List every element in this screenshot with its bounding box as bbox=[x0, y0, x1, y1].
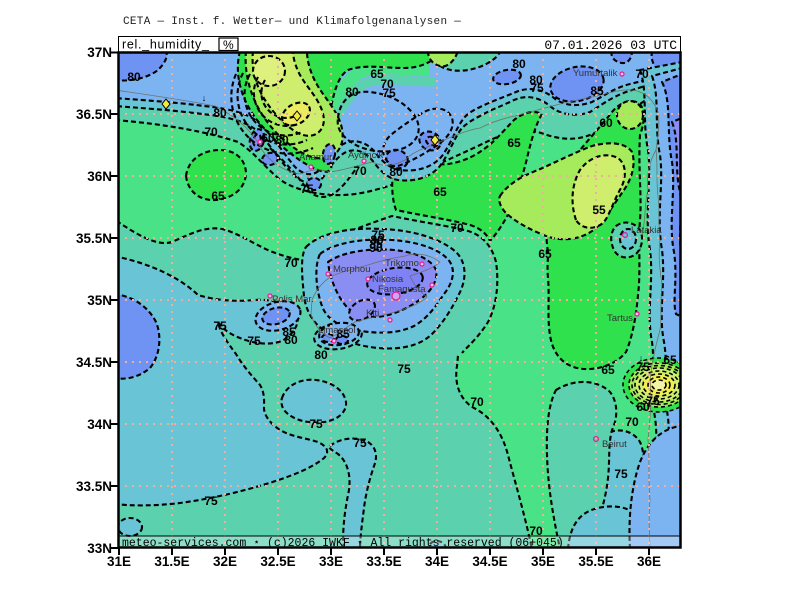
svg-text:CETA — Inst. f. Wetter— und Kl: CETA — Inst. f. Wetter— und Klimafolgena… bbox=[123, 16, 461, 28]
svg-text:Famagusta: Famagusta bbox=[378, 284, 426, 295]
svg-text:Tartus: Tartus bbox=[607, 313, 633, 324]
svg-text:Aydincik: Aydincik bbox=[348, 150, 383, 161]
svg-text:60: 60 bbox=[261, 131, 275, 145]
svg-text:Latakia: Latakia bbox=[631, 225, 662, 236]
svg-text:31E: 31E bbox=[107, 554, 131, 569]
svg-text:34.5N: 34.5N bbox=[76, 355, 112, 370]
svg-text:%: % bbox=[223, 38, 234, 52]
svg-text:75: 75 bbox=[646, 394, 660, 408]
svg-text:75: 75 bbox=[300, 182, 314, 196]
svg-text:70: 70 bbox=[625, 415, 639, 429]
svg-text:65: 65 bbox=[211, 189, 225, 203]
svg-text:65: 65 bbox=[601, 363, 615, 377]
svg-text:↓: ↓ bbox=[306, 171, 311, 181]
svg-text:80: 80 bbox=[529, 73, 543, 87]
svg-text:Polis Mar.: Polis Mar. bbox=[272, 294, 314, 305]
svg-text:33.5N: 33.5N bbox=[76, 479, 112, 494]
svg-text:75: 75 bbox=[397, 362, 411, 376]
svg-text:70: 70 bbox=[470, 395, 484, 409]
svg-text:80: 80 bbox=[127, 70, 141, 84]
svg-text:85: 85 bbox=[336, 327, 350, 341]
svg-text:33E: 33E bbox=[319, 554, 343, 569]
svg-text:55: 55 bbox=[592, 203, 606, 217]
svg-text:75: 75 bbox=[530, 81, 544, 95]
svg-text:85: 85 bbox=[282, 325, 296, 339]
svg-text:90: 90 bbox=[369, 241, 383, 255]
svg-text:35N: 35N bbox=[87, 293, 112, 308]
svg-text:↓: ↓ bbox=[639, 353, 644, 363]
svg-text:70: 70 bbox=[450, 221, 464, 235]
svg-text:75: 75 bbox=[382, 86, 396, 100]
svg-text:85: 85 bbox=[590, 84, 604, 98]
svg-text:33.5E: 33.5E bbox=[366, 554, 401, 569]
svg-text:70: 70 bbox=[353, 164, 367, 178]
svg-text:80: 80 bbox=[213, 106, 227, 120]
svg-text:35.5E: 35.5E bbox=[578, 554, 613, 569]
svg-text:32.5E: 32.5E bbox=[260, 554, 295, 569]
svg-text:75: 75 bbox=[309, 417, 323, 431]
svg-text:80: 80 bbox=[512, 57, 526, 71]
svg-text:33N: 33N bbox=[87, 541, 112, 556]
svg-text:75: 75 bbox=[213, 319, 227, 333]
svg-text:07.01.2026 03 UTC: 07.01.2026 03 UTC bbox=[544, 38, 677, 53]
svg-text:32E: 32E bbox=[213, 554, 237, 569]
svg-text:Beirut: Beirut bbox=[602, 439, 627, 450]
svg-text:35.5N: 35.5N bbox=[76, 231, 112, 246]
svg-text:80: 80 bbox=[370, 233, 384, 247]
svg-text:34N: 34N bbox=[87, 417, 112, 432]
svg-text:70: 70 bbox=[204, 125, 218, 139]
svg-text:75: 75 bbox=[371, 228, 385, 242]
svg-text:Yumurtalik: Yumurtalik bbox=[573, 68, 618, 79]
svg-text:Kiti: Kiti bbox=[366, 308, 379, 319]
svg-text:75: 75 bbox=[636, 360, 650, 374]
svg-text:70: 70 bbox=[284, 256, 298, 270]
svg-text:Morphou: Morphou bbox=[333, 264, 371, 275]
svg-text:70: 70 bbox=[380, 77, 394, 91]
svg-text:65: 65 bbox=[370, 67, 384, 81]
svg-text:65: 65 bbox=[663, 353, 677, 367]
svg-text:Nikosia: Nikosia bbox=[372, 274, 404, 285]
svg-text:34E: 34E bbox=[425, 554, 449, 569]
svg-text:80: 80 bbox=[314, 348, 328, 362]
svg-text:31.5E: 31.5E bbox=[154, 554, 189, 569]
svg-text:75: 75 bbox=[353, 436, 367, 450]
svg-text:75: 75 bbox=[614, 467, 628, 481]
svg-text:65: 65 bbox=[433, 185, 447, 199]
svg-text:65: 65 bbox=[538, 247, 552, 261]
svg-text:36.5N: 36.5N bbox=[76, 107, 112, 122]
svg-text:70: 70 bbox=[635, 67, 649, 81]
svg-text:85: 85 bbox=[369, 237, 383, 251]
svg-text:36N: 36N bbox=[87, 169, 112, 184]
svg-text:75: 75 bbox=[204, 494, 218, 508]
svg-text:80: 80 bbox=[389, 165, 403, 179]
svg-text:Limassol: Limassol bbox=[318, 325, 356, 336]
svg-text:34.5E: 34.5E bbox=[472, 554, 507, 569]
svg-text:Anamur: Anamur bbox=[299, 152, 332, 163]
svg-text:37N: 37N bbox=[87, 45, 112, 60]
svg-text:36E: 36E bbox=[637, 554, 661, 569]
svg-text:80: 80 bbox=[284, 333, 298, 347]
svg-text:70: 70 bbox=[529, 524, 543, 538]
svg-text:60: 60 bbox=[636, 400, 650, 414]
svg-text:Trikomo: Trikomo bbox=[385, 258, 419, 269]
svg-text:80: 80 bbox=[275, 133, 289, 147]
svg-text:rel._humidity_: rel._humidity_ bbox=[122, 37, 210, 51]
svg-text:80: 80 bbox=[345, 85, 359, 99]
svg-text:75: 75 bbox=[247, 334, 261, 348]
svg-text:60: 60 bbox=[599, 116, 613, 130]
svg-text:65: 65 bbox=[507, 136, 521, 150]
svg-text:35E: 35E bbox=[531, 554, 555, 569]
svg-text:↓: ↓ bbox=[202, 93, 207, 103]
